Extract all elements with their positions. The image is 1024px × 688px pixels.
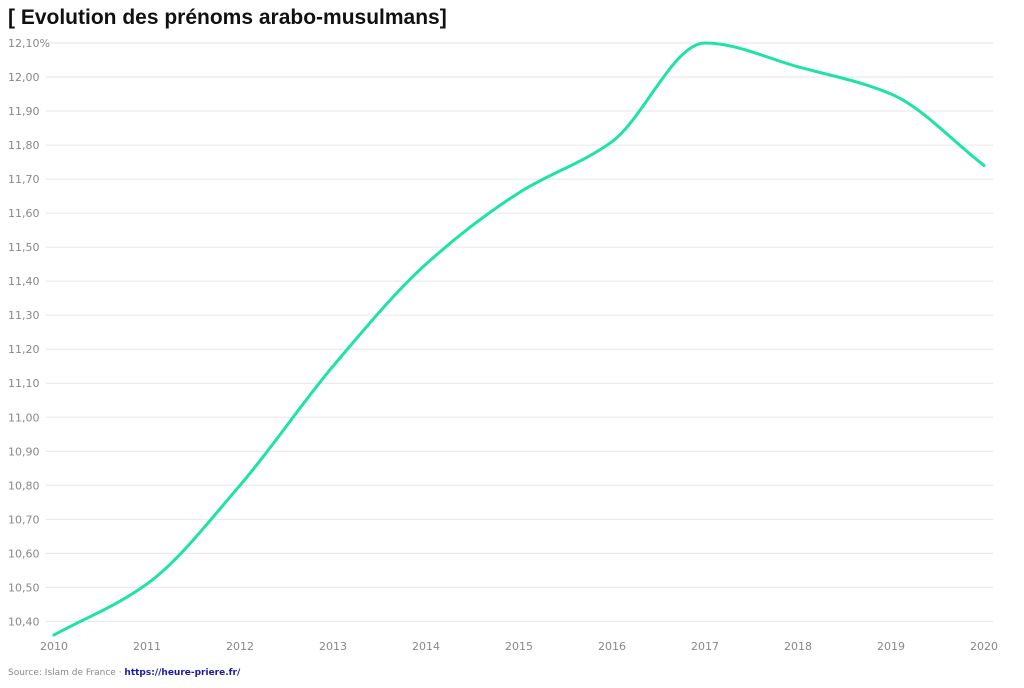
y-tick-label: 11,30 — [8, 309, 40, 322]
y-tick-label: 10,50 — [8, 581, 40, 594]
y-tick-label: 10,70 — [8, 513, 40, 526]
y-tick-label: 11,40 — [8, 275, 40, 288]
x-tick-label: 2010 — [40, 640, 68, 653]
x-tick-label: 2012 — [226, 640, 254, 653]
y-tick-label: 10,40 — [8, 615, 40, 628]
x-tick-label: 2013 — [319, 640, 347, 653]
x-tick-label: 2018 — [784, 640, 812, 653]
y-tick-label: 11,10 — [8, 377, 40, 390]
x-tick-label: 2019 — [877, 640, 905, 653]
y-tick-label: 12,10% — [8, 37, 50, 50]
x-tick-label: 2017 — [691, 640, 719, 653]
x-tick-label: 2011 — [133, 640, 161, 653]
x-tick-label: 2015 — [505, 640, 533, 653]
source-link[interactable]: https://heure-priere.fr/ — [124, 668, 241, 678]
x-tick-label: 2014 — [412, 640, 440, 653]
x-tick-label: 2016 — [598, 640, 626, 653]
y-tick-label: 11,90 — [8, 105, 40, 118]
y-tick-label: 11,80 — [8, 139, 40, 152]
y-tick-label: 11,00 — [8, 411, 40, 424]
source-text: Source: Islam de France · — [8, 668, 125, 678]
y-tick-label: 11,70 — [8, 173, 40, 186]
y-tick-label: 11,20 — [8, 343, 40, 356]
y-tick-label: 11,50 — [8, 241, 40, 254]
y-tick-label: 10,90 — [8, 445, 40, 458]
source-note: Source: Islam de France · https://heure-… — [8, 668, 240, 678]
y-tick-label: 12,00 — [8, 71, 40, 84]
chart-title: [ Evolution des prénoms arabo-musulmans] — [8, 6, 447, 29]
series-line — [52, 41, 986, 637]
y-tick-label: 11,60 — [8, 207, 40, 220]
x-tick-label: 2020 — [970, 640, 998, 653]
y-tick-label: 10,60 — [8, 547, 40, 560]
y-tick-label: 10,80 — [8, 479, 40, 492]
